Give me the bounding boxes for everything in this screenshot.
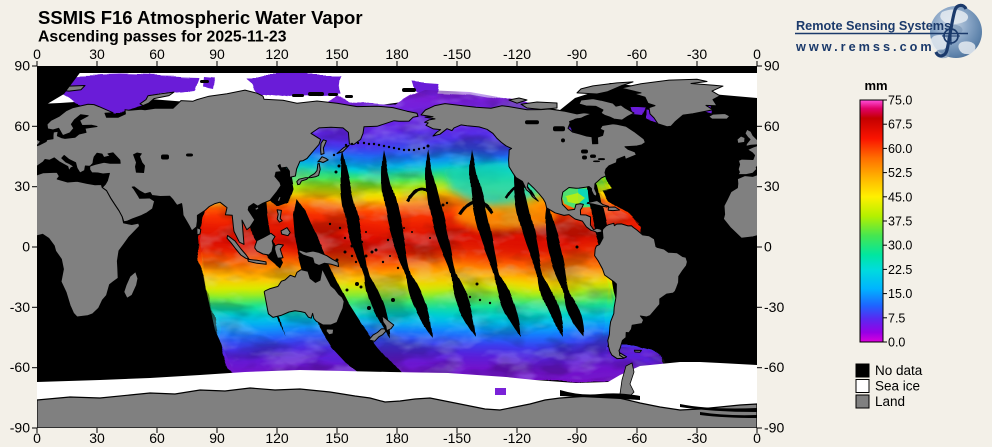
svg-text:0: 0 (753, 430, 761, 446)
svg-text:0: 0 (22, 239, 30, 255)
svg-text:-30: -30 (764, 299, 784, 315)
svg-text:0: 0 (33, 430, 41, 446)
svg-text:120: 120 (265, 430, 289, 446)
svg-text:45.0: 45.0 (888, 190, 912, 204)
svg-text:-60: -60 (627, 46, 647, 62)
svg-text:-120: -120 (503, 46, 531, 62)
svg-text:7.5: 7.5 (888, 311, 905, 325)
svg-text:0: 0 (764, 239, 772, 255)
svg-text:52.5: 52.5 (888, 166, 912, 180)
svg-text:90: 90 (209, 46, 225, 62)
svg-text:-90: -90 (567, 46, 587, 62)
svg-text:60: 60 (764, 118, 780, 134)
svg-text:22.5: 22.5 (888, 263, 912, 277)
svg-text:-150: -150 (443, 46, 471, 62)
svg-text:Remote Sensing Systems: Remote Sensing Systems (796, 19, 951, 33)
svg-text:Land: Land (875, 394, 905, 409)
svg-text:180: 180 (385, 46, 409, 62)
svg-text:SSMIS F16 Atmospheric Water Va: SSMIS F16 Atmospheric Water Vapor (38, 7, 363, 28)
svg-text:67.5: 67.5 (888, 118, 912, 132)
svg-text:mm: mm (864, 78, 887, 93)
svg-text:0.0: 0.0 (888, 336, 905, 350)
svg-text:-60: -60 (764, 359, 784, 375)
svg-text:-30: -30 (10, 299, 30, 315)
svg-text:0: 0 (33, 46, 41, 62)
svg-text:-60: -60 (10, 359, 30, 375)
svg-text:60: 60 (149, 46, 165, 62)
svg-text:30: 30 (14, 178, 30, 194)
svg-text:-90: -90 (10, 420, 30, 436)
svg-text:37.5: 37.5 (888, 215, 912, 229)
svg-text:-60: -60 (627, 430, 647, 446)
svg-text:75.0: 75.0 (888, 94, 912, 108)
svg-text:-90: -90 (764, 420, 784, 436)
svg-text:-30: -30 (687, 46, 707, 62)
svg-text:Sea ice: Sea ice (875, 379, 920, 394)
svg-text:Ascending passes for 2025-11-2: Ascending passes for 2025-11-23 (38, 29, 287, 46)
svg-text:150: 150 (325, 46, 349, 62)
svg-text:0: 0 (753, 46, 761, 62)
svg-text:30: 30 (764, 178, 780, 194)
svg-text:www.remss.com: www.remss.com (795, 40, 935, 54)
svg-text:15.0: 15.0 (888, 287, 912, 301)
svg-text:No data: No data (875, 363, 923, 378)
svg-text:60.0: 60.0 (888, 142, 912, 156)
svg-text:30.0: 30.0 (888, 239, 912, 253)
svg-text:-120: -120 (503, 430, 531, 446)
svg-text:90: 90 (764, 58, 780, 74)
svg-text:90: 90 (209, 430, 225, 446)
svg-text:60: 60 (14, 118, 30, 134)
svg-text:180: 180 (385, 430, 409, 446)
svg-text:-150: -150 (443, 430, 471, 446)
svg-text:-30: -30 (687, 430, 707, 446)
svg-text:120: 120 (265, 46, 289, 62)
svg-text:60: 60 (149, 430, 165, 446)
svg-text:-90: -90 (567, 430, 587, 446)
svg-text:150: 150 (325, 430, 349, 446)
svg-text:30: 30 (89, 46, 105, 62)
svg-text:90: 90 (14, 58, 30, 74)
svg-text:30: 30 (89, 430, 105, 446)
